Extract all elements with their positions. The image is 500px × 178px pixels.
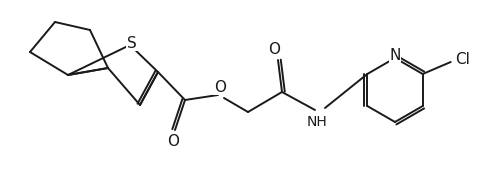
Text: Cl: Cl: [456, 51, 470, 67]
Text: S: S: [127, 35, 137, 51]
Text: O: O: [167, 135, 179, 150]
Text: O: O: [268, 43, 280, 57]
Text: N: N: [390, 48, 400, 62]
Text: NH: NH: [306, 115, 328, 129]
Text: O: O: [214, 80, 226, 95]
